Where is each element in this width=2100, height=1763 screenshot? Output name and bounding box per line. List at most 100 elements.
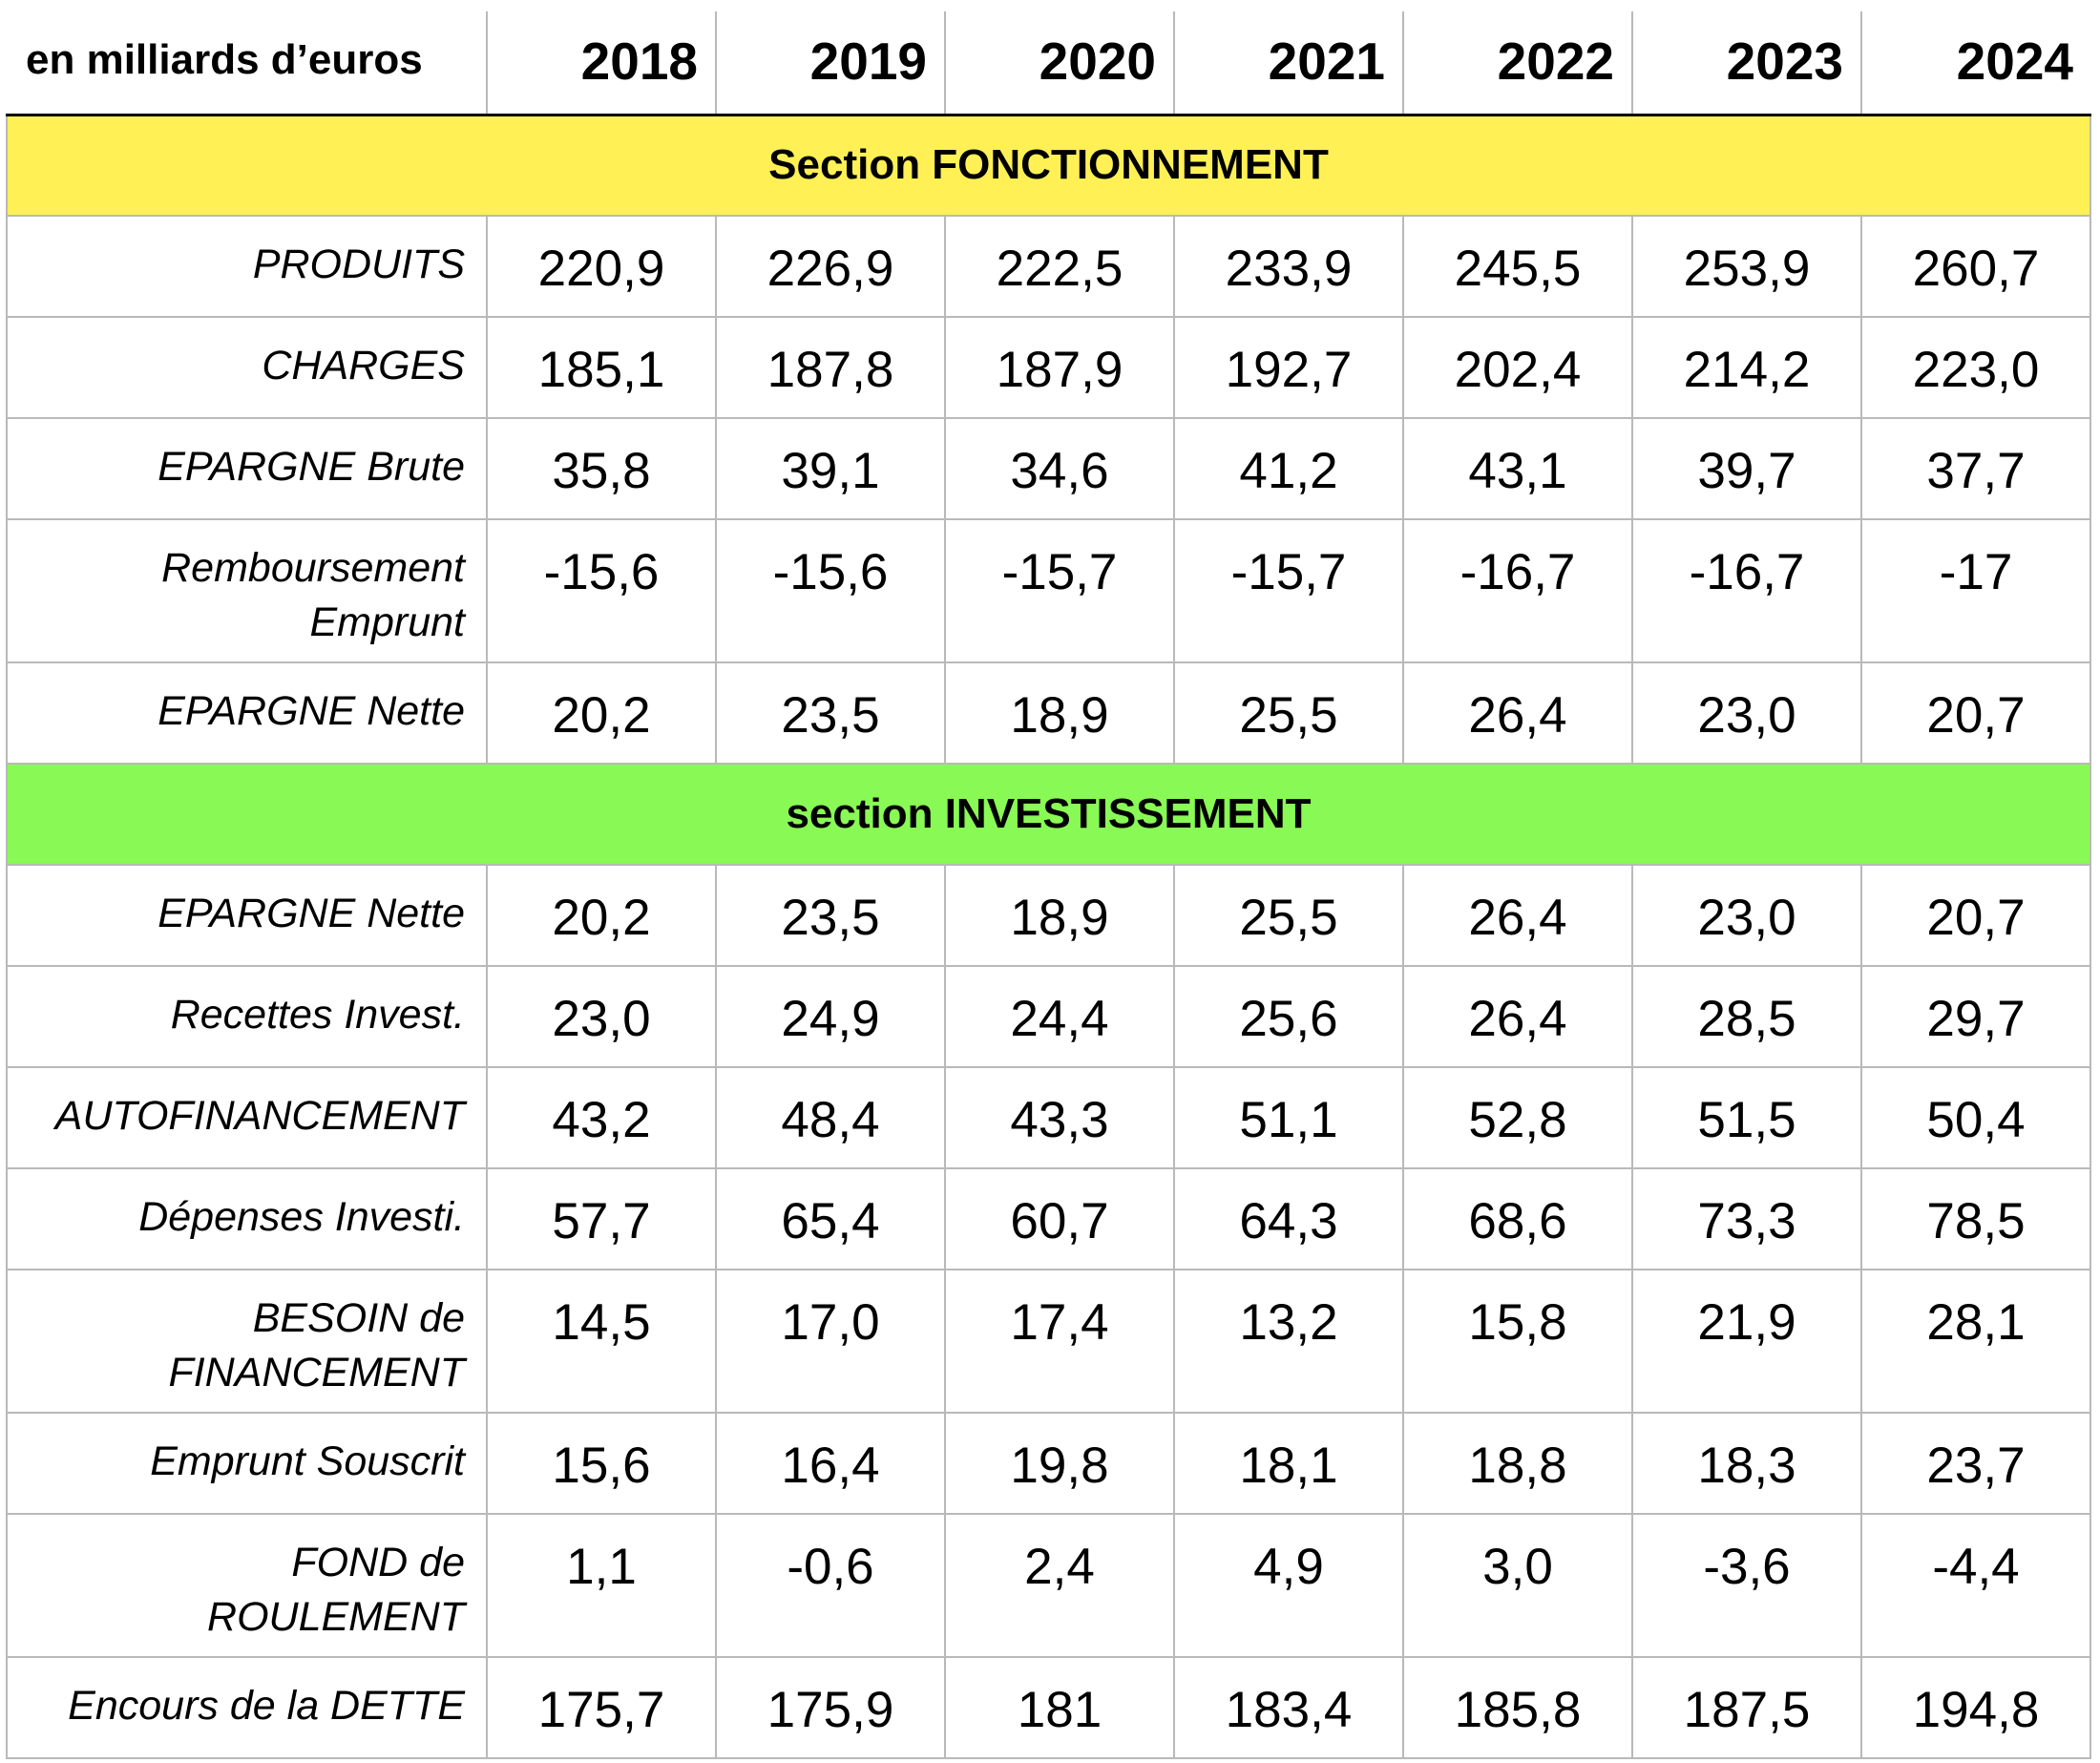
section-title: section INVESTISSEMENT [6,763,2091,866]
value-cell: 260,7 [1860,215,2091,318]
value-cell: 226,9 [715,215,946,318]
value-cell: 185,1 [486,316,717,419]
value-cell: 223,0 [1860,316,2091,419]
value-cell: 233,9 [1173,215,1404,318]
table-row: PRODUITS 220,9 226,9 222,5 233,9 245,5 253,9 26… [6,215,2091,318]
value-cell: 202,4 [1402,316,1633,419]
value-cell: -15,6 [715,518,946,663]
value-cell: 14,5 [486,1269,717,1414]
section-title: Section FONCTIONNEMENT [6,114,2091,217]
value-cell: -4,4 [1860,1513,2091,1658]
value-cell: 20,7 [1860,661,2091,765]
value-cell: 68,6 [1402,1167,1633,1270]
value-cell: 64,3 [1173,1167,1404,1270]
value-cell: 18,3 [1631,1412,1862,1515]
value-cell: -15,7 [944,518,1175,663]
value-cell: 37,7 [1860,417,2091,520]
value-cell: 185,8 [1402,1656,1633,1759]
value-cell: 73,3 [1631,1167,1862,1270]
value-cell: 23,5 [715,661,946,765]
table-row: Dépenses Investi. 57,7 65,4 60,7 64,3 68,6 73,… [6,1167,2091,1270]
value-cell: 18,9 [944,661,1175,765]
value-cell: 28,5 [1631,965,1862,1068]
finance-table-frame: en milliards d’euros 2018 2019 2020 2021 202… [6,11,2091,1759]
value-cell: 21,9 [1631,1269,1862,1414]
value-cell: 20,2 [486,864,717,967]
section-header-row: Section FONCTIONNEMENT [6,114,2091,217]
value-cell: 181 [944,1656,1175,1759]
value-cell: 23,0 [486,965,717,1068]
value-cell: 18,8 [1402,1412,1633,1515]
value-cell: 52,8 [1402,1066,1633,1169]
value-cell: 60,7 [944,1167,1175,1270]
header-row: en milliards d’euros 2018 2019 2020 2021 202… [7,11,2090,116]
value-cell: 35,8 [486,417,717,520]
value-cell: 50,4 [1860,1066,2091,1169]
year-header: 2021 [1173,11,1404,116]
value-cell: 43,1 [1402,417,1633,520]
value-cell: 25,5 [1173,864,1404,967]
value-cell: -15,6 [486,518,717,663]
value-cell: -3,6 [1631,1513,1862,1658]
value-cell: -16,7 [1631,518,1862,663]
row-label: Recettes Invest. [6,965,488,1068]
table-row: Emprunt Souscrit 15,6 16,4 19,8 18,1 18,8 18,3… [6,1412,2091,1515]
value-cell: 57,7 [486,1167,717,1270]
row-label: Encours de la DETTE [6,1656,488,1759]
value-cell: 187,9 [944,316,1175,419]
table-row: CHARGES 185,1 187,8 187,9 192,7 202,4 214,2 223… [6,316,2091,419]
value-cell: 192,7 [1173,316,1404,419]
value-cell: 28,1 [1860,1269,2091,1414]
table-row: Remboursement Emprunt -15,6 -15,6 -15,7 -15,… [6,518,2091,663]
value-cell: 187,8 [715,316,946,419]
table-row: EPARGNE Brute 35,8 39,1 34,6 41,2 43,1 39,7 37,… [6,417,2091,520]
value-cell: -0,6 [715,1513,946,1658]
value-cell: -16,7 [1402,518,1633,663]
unit-label: en milliards d’euros [7,11,488,116]
row-label: BESOIN de FINANCEMENT [6,1269,488,1414]
value-cell: 25,5 [1173,661,1404,765]
value-cell: 18,9 [944,864,1175,967]
finance-table: en milliards d’euros 2018 2019 2020 2021 202… [6,11,2091,1759]
value-cell: 220,9 [486,215,717,318]
table-row: Recettes Invest. 23,0 24,9 24,4 25,6 26,4 28,5… [6,965,2091,1068]
value-cell: -15,7 [1173,518,1404,663]
row-label: FOND de ROULEMENT [6,1513,488,1658]
value-cell: 187,5 [1631,1656,1862,1759]
row-label: EPARGNE Brute [6,417,488,520]
value-cell: 183,4 [1173,1656,1404,1759]
value-cell: 194,8 [1860,1656,2091,1759]
value-cell: 175,9 [715,1656,946,1759]
value-cell: 51,1 [1173,1066,1404,1169]
year-header: 2022 [1402,11,1633,116]
value-cell: 20,2 [486,661,717,765]
value-cell: 15,8 [1402,1269,1633,1414]
value-cell: 26,4 [1402,864,1633,967]
row-label: EPARGNE Nette [6,864,488,967]
value-cell: 17,0 [715,1269,946,1414]
row-label: PRODUITS [6,215,488,318]
value-cell: 18,1 [1173,1412,1404,1515]
row-label: CHARGES [6,316,488,419]
section-header-row: section INVESTISSEMENT [6,763,2091,866]
value-cell: 24,9 [715,965,946,1068]
value-cell: 16,4 [715,1412,946,1515]
value-cell: 23,7 [1860,1412,2091,1515]
row-label: AUTOFINANCEMENT [6,1066,488,1169]
value-cell: 39,7 [1631,417,1862,520]
value-cell: 51,5 [1631,1066,1862,1169]
year-header: 2019 [715,11,946,116]
value-cell: 20,7 [1860,864,2091,967]
value-cell: 26,4 [1402,965,1633,1068]
value-cell: 1,1 [486,1513,717,1658]
value-cell: 43,3 [944,1066,1175,1169]
value-cell: 65,4 [715,1167,946,1270]
value-cell: -17 [1860,518,2091,663]
year-header: 2023 [1631,11,1862,116]
value-cell: 25,6 [1173,965,1404,1068]
value-cell: 3,0 [1402,1513,1633,1658]
table-row: FOND de ROULEMENT 1,1 -0,6 2,4 4,9 3,0 -3,6 -4,… [6,1513,2091,1658]
year-header: 2024 [1860,11,2090,116]
value-cell: 15,6 [486,1412,717,1515]
value-cell: 253,9 [1631,215,1862,318]
